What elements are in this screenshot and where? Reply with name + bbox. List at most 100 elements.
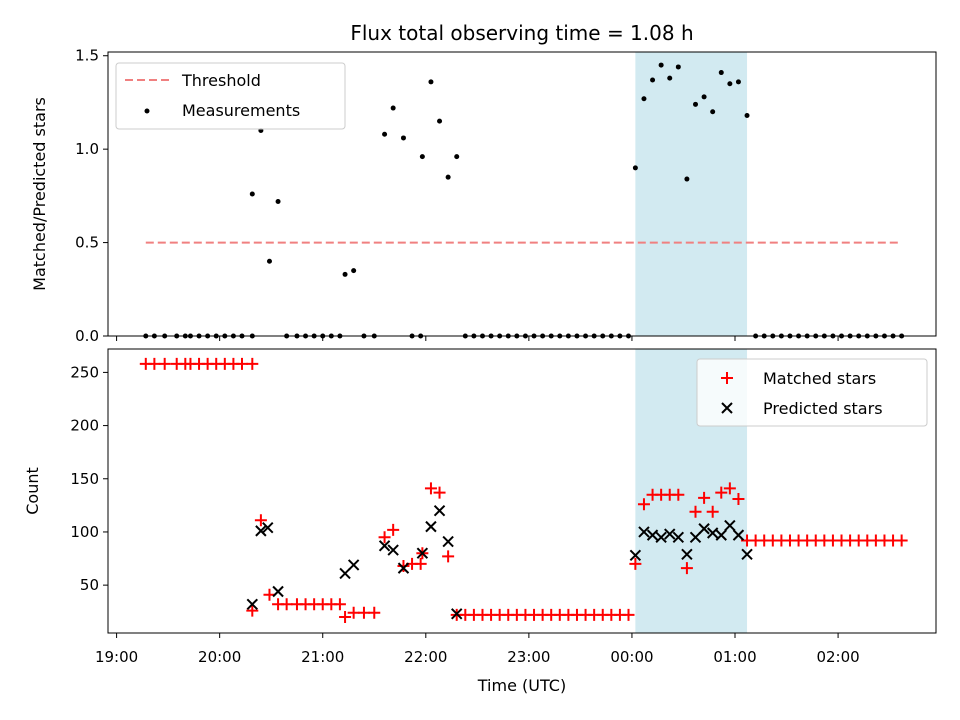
matched-star-marker xyxy=(280,598,293,611)
top-legend-box xyxy=(115,62,346,130)
measurement-point xyxy=(650,77,656,83)
measurement-point xyxy=(718,70,724,76)
predicted-star-marker xyxy=(451,608,463,620)
matched-star-marker xyxy=(339,611,352,624)
matched-star-marker xyxy=(254,514,267,527)
measurement-point xyxy=(419,154,425,160)
x-tick-label: 00:00 xyxy=(610,648,653,666)
y-tick-label: 100 xyxy=(70,523,99,541)
x-tick-label: 22:00 xyxy=(404,648,447,666)
measurement-point xyxy=(400,135,406,141)
measurement-point xyxy=(693,101,699,107)
legend-predicted-label: Predicted stars xyxy=(763,399,883,418)
predicted-star-marker xyxy=(416,547,429,559)
predicted-star-marker xyxy=(442,535,454,548)
y-tick-label: 0.5 xyxy=(75,234,99,252)
legend-matched-swatch xyxy=(721,372,733,384)
predicted-star-marker xyxy=(347,559,360,571)
x-tick-label: 20:00 xyxy=(198,648,241,666)
predicted-star-marker xyxy=(724,519,736,532)
matched-star-marker xyxy=(333,598,346,611)
highlight-span xyxy=(635,52,748,336)
bottom-legend-box xyxy=(696,358,928,427)
measurement-point xyxy=(727,81,733,87)
y-tick-label: 150 xyxy=(70,470,99,488)
chart-title: Flux total observing time = 1.08 h xyxy=(350,21,693,45)
legend-measurements-swatch xyxy=(144,108,150,114)
matched-star-marker xyxy=(235,357,248,370)
x-tick-label: 21:00 xyxy=(301,648,344,666)
predicted-star-marker xyxy=(646,529,659,541)
y-tick-label: 1.0 xyxy=(75,140,99,158)
bottom-y-axis-label: Count xyxy=(23,467,42,515)
matched-star-marker xyxy=(378,531,391,544)
predicted-star-marker xyxy=(397,562,410,574)
predicted-star-marker xyxy=(741,548,753,560)
matched-star-marker xyxy=(672,488,685,501)
predicted-star-marker xyxy=(664,528,676,540)
measurement-point xyxy=(445,174,451,180)
predicted-star-marker xyxy=(255,525,267,537)
measurement-point xyxy=(454,154,460,160)
measurement-point xyxy=(701,94,707,100)
predicted-star-marker xyxy=(706,527,719,539)
legend-predicted-swatch xyxy=(721,402,733,414)
predicted-star-marker xyxy=(638,526,650,538)
predicted-star-marker xyxy=(272,585,284,598)
measurement-point xyxy=(437,118,443,124)
matched-star-marker xyxy=(895,534,908,547)
predicted-star-marker xyxy=(672,531,685,543)
top-y-axis-label: Matched/Predicted stars xyxy=(30,97,49,291)
top-panel: 0.0 0.5 1.0 1.5 Matched/Predicted stars Thr… xyxy=(30,47,937,345)
matched-star-marker xyxy=(622,608,635,621)
y-tick-label: 50 xyxy=(80,576,99,594)
predicted-star-marker xyxy=(698,523,710,535)
matched-star-marker xyxy=(414,557,427,570)
matched-star-marker xyxy=(637,498,650,511)
measurement-point xyxy=(342,271,348,277)
predicted-star-marker xyxy=(689,531,702,543)
predicted-star-marker xyxy=(681,548,693,560)
matched-star-marker xyxy=(629,557,642,570)
matched-star-marker xyxy=(246,357,259,370)
matched-star-marker xyxy=(433,486,446,499)
predicted-star-marker xyxy=(387,544,399,556)
y-tick-label: 200 xyxy=(70,417,99,435)
measurement-point xyxy=(675,64,681,70)
matched-star-marker xyxy=(732,492,745,505)
measurement-point xyxy=(428,79,434,85)
measurement-point xyxy=(382,131,388,137)
matched-star-marker xyxy=(246,604,259,617)
top-plot-frame xyxy=(107,51,937,337)
legend-matched-label: Matched stars xyxy=(763,369,876,388)
matched-star-marker xyxy=(357,606,370,619)
matched-star-marker xyxy=(368,606,381,619)
y-tick-label: 250 xyxy=(70,363,99,381)
predicted-star-marker xyxy=(425,520,437,533)
measurement-point xyxy=(710,109,716,115)
predicted-star-marker xyxy=(629,549,642,562)
measurement-point xyxy=(351,268,357,274)
matched-star-marker xyxy=(397,559,410,572)
measurement-point xyxy=(266,258,272,264)
matched-star-marker xyxy=(424,482,437,495)
legend-threshold-label: Threshold xyxy=(181,71,261,90)
measurement-point xyxy=(390,105,396,111)
measurement-point xyxy=(632,165,638,171)
predicted-star-marker xyxy=(732,529,745,541)
matched-star-marker xyxy=(148,357,161,370)
matched-star-marker xyxy=(706,505,719,518)
predicted-star-marker xyxy=(246,598,259,610)
measurement-point xyxy=(667,75,673,81)
x-tick-label: 02:00 xyxy=(816,648,859,666)
matched-star-marker xyxy=(689,505,702,518)
predicted-star-marker xyxy=(339,567,351,580)
measurement-point xyxy=(744,113,750,119)
measurement-point xyxy=(249,191,255,197)
matched-star-marker xyxy=(715,486,728,499)
legend-measurements-label: Measurements xyxy=(182,101,300,120)
top-legend: Threshold Measurements xyxy=(115,62,346,130)
predicted-star-marker xyxy=(262,521,274,534)
bottom-x-axis-label: Time (UTC) xyxy=(477,676,566,695)
